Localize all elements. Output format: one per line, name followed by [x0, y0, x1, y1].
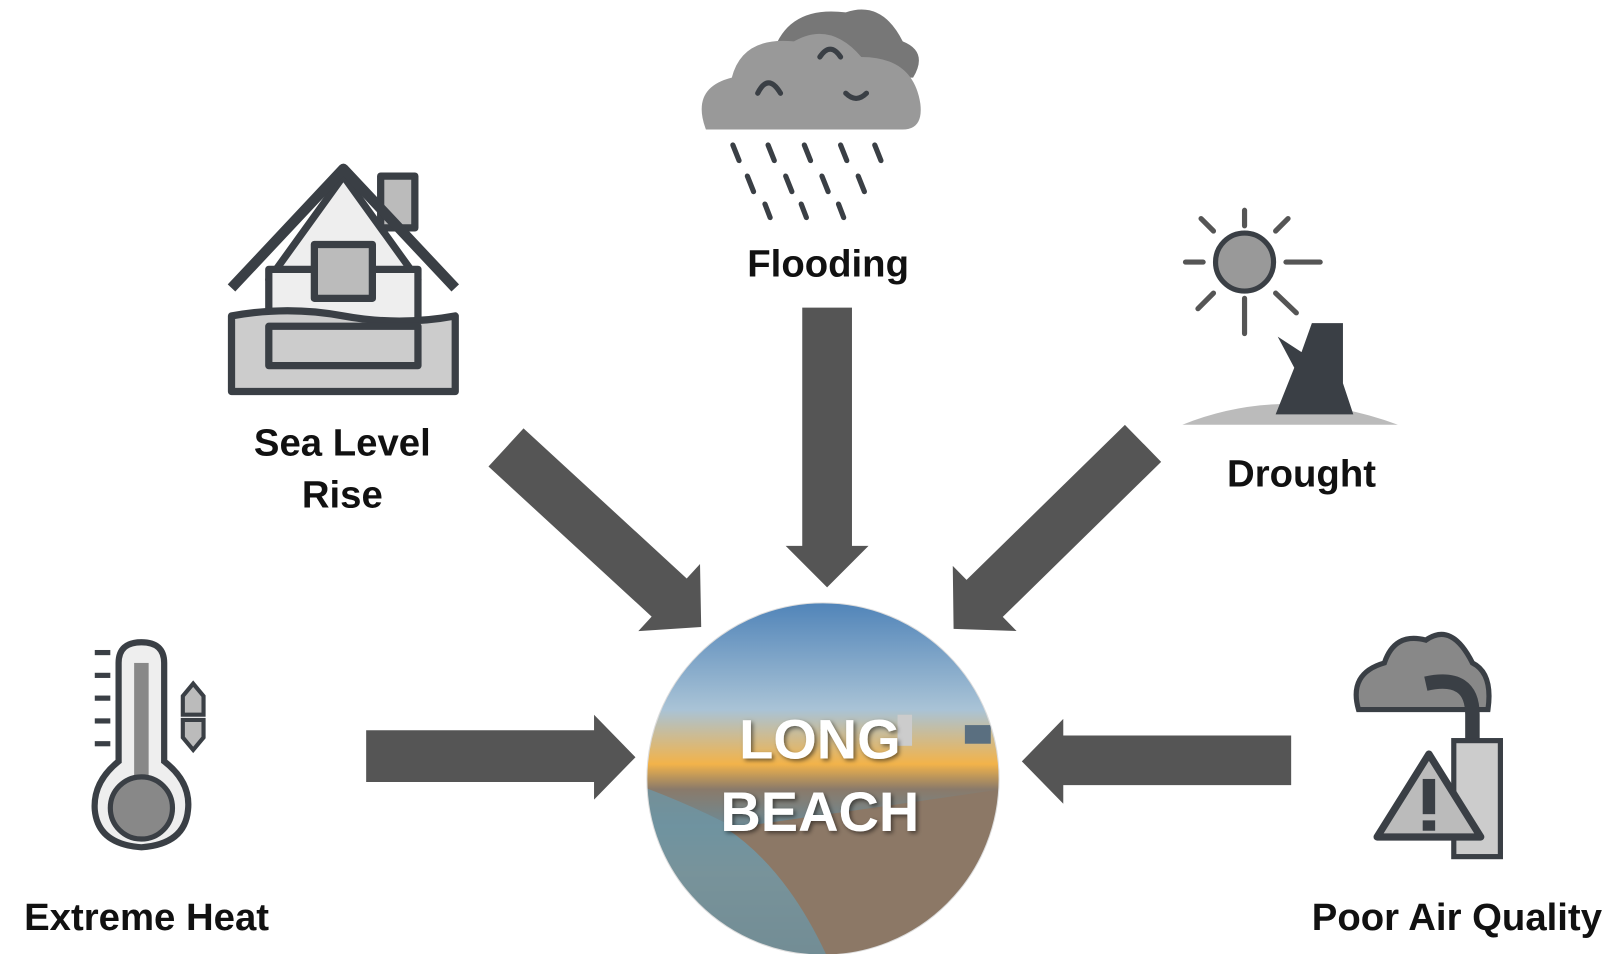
- node-label: Poor Air Quality: [1312, 896, 1603, 939]
- center-label: BEACH: [720, 780, 919, 843]
- drought-icon: [1182, 207, 1398, 425]
- arrow: [785, 307, 869, 588]
- arrow: [488, 428, 702, 632]
- node-label: Flooding: [747, 242, 909, 285]
- node-label: Rise: [302, 473, 383, 516]
- arrow: [366, 714, 636, 800]
- flooding-icon: [701, 9, 921, 221]
- node-label: Drought: [1227, 453, 1376, 496]
- node-label: Extreme Heat: [24, 896, 269, 939]
- heat-icon: [91, 639, 206, 851]
- center-label: LONG: [739, 708, 901, 771]
- arrow: [1021, 718, 1292, 804]
- node-label: Sea Level: [254, 422, 431, 465]
- arrows: [366, 307, 1292, 804]
- sea-level-icon: [227, 163, 460, 396]
- arrow: [952, 424, 1162, 631]
- center-image: LONG BEACH: [646, 602, 1000, 954]
- air-quality-icon: [1353, 631, 1503, 860]
